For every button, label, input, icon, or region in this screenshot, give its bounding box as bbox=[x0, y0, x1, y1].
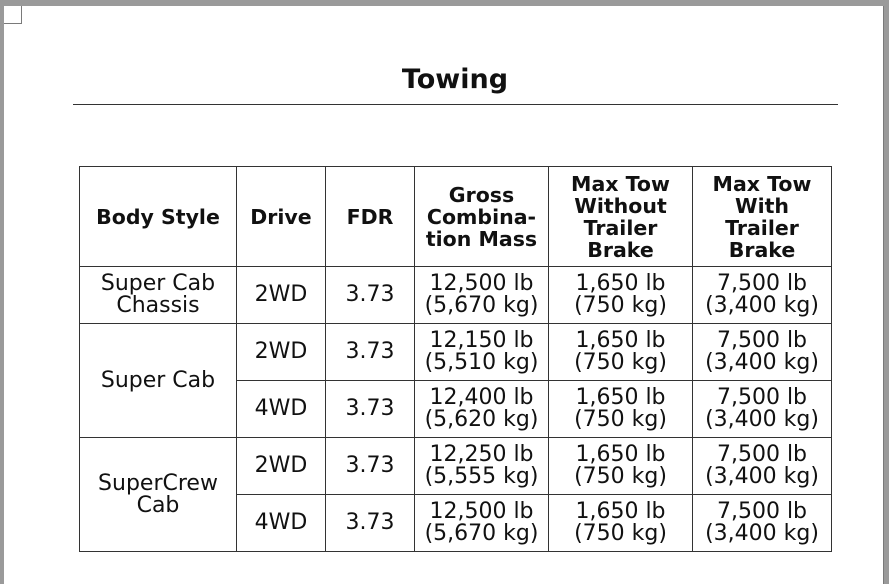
column-header-line: Without bbox=[574, 193, 667, 218]
table-row: 4WD 3.73 12,400 lb (5,620 kg) 1,650 lb (750 k… bbox=[80, 380, 832, 438]
max-tow-no-brake-cell: 1,650 lb (750 kg) bbox=[548, 323, 693, 381]
column-header-line: Max Tow bbox=[571, 171, 670, 196]
column-header-line: Max Tow bbox=[712, 171, 812, 196]
max-tow-with-brake-cell: 7,500 lb (3,400 kg) bbox=[692, 380, 832, 438]
max-tow-no-brake-cell-line: 1,650 lb bbox=[575, 385, 666, 410]
max-tow-with-brake-cell-line: 7,500 lb bbox=[716, 499, 808, 524]
drive-cell: 2WD bbox=[236, 437, 326, 495]
drive-cell: 4WD bbox=[236, 494, 326, 552]
column-header-line: FDR bbox=[346, 204, 394, 229]
column-header-line: Body Style bbox=[96, 204, 220, 229]
column-header-line: Drive bbox=[250, 204, 312, 229]
page-edge bbox=[883, 6, 884, 584]
body-style-cell: SuperCrew Cab bbox=[79, 437, 237, 552]
gcm-cell: 12,500 lb (5,670 kg) bbox=[414, 266, 549, 324]
column-header: Gross Combina-tion Mass bbox=[414, 166, 549, 267]
max-tow-no-brake-cell-line: (750 kg) bbox=[574, 293, 667, 318]
body-style-cell-line: Super Cab bbox=[100, 271, 216, 296]
max-tow-with-brake-cell-line: 7,500 lb bbox=[716, 328, 808, 353]
document-page: Towing Body Style Drive FDR Gross Combina-ti… bbox=[4, 6, 884, 584]
drive-cell: 2WD bbox=[236, 323, 326, 381]
max-tow-no-brake-cell-line: (750 kg) bbox=[574, 407, 667, 432]
body-style-cell: Super Cab bbox=[79, 323, 237, 438]
max-tow-with-brake-cell-line: 7,500 lb bbox=[716, 442, 808, 467]
max-tow-no-brake-cell: 1,650 lb (750 kg) bbox=[548, 437, 693, 495]
gcm-cell-line: 12,400 lb bbox=[429, 385, 534, 410]
column-header-line: tion Mass bbox=[425, 226, 538, 251]
column-header-line: With bbox=[734, 193, 790, 218]
gcm-cell-line: (5,620 kg) bbox=[424, 407, 539, 432]
max-tow-no-brake-cell-line: (750 kg) bbox=[574, 521, 667, 546]
gcm-cell: 12,250 lb (5,555 kg) bbox=[414, 437, 549, 495]
gcm-cell-line: (5,555 kg) bbox=[424, 464, 539, 489]
gcm-cell-line: (5,670 kg) bbox=[424, 521, 539, 546]
body-style-cell-line: Super Cab bbox=[100, 367, 216, 393]
title-rule bbox=[73, 104, 838, 105]
body-style-cell-line: SuperCrew bbox=[98, 470, 218, 496]
body-style-cell-line: Chassis bbox=[116, 293, 200, 318]
gcm-cell-line: 12,500 lb bbox=[429, 271, 534, 296]
table-row: Super Cab Chassis 2WD 3.73 12,500 lb (5,670 k… bbox=[79, 266, 832, 324]
column-header: Body Style bbox=[79, 166, 237, 267]
fdr-cell: 3.73 bbox=[325, 494, 415, 552]
fdr-cell: 3.73 bbox=[325, 380, 415, 438]
table-row: Super Cab 2WD 3.73 12,150 lb (5,510 kg) 1,650… bbox=[79, 323, 832, 438]
gcm-cell-line: 12,150 lb bbox=[429, 328, 534, 353]
gcm-cell: 12,400 lb (5,620 kg) bbox=[414, 380, 549, 438]
column-header-line: Trailer bbox=[583, 215, 658, 240]
page-corner-mark bbox=[4, 6, 22, 24]
column-header-line: Brake bbox=[728, 237, 796, 262]
column-header: Drive bbox=[236, 166, 326, 267]
column-header-line: Trailer bbox=[725, 215, 799, 240]
column-header: FDR bbox=[325, 166, 415, 267]
max-tow-no-brake-cell: 1,650 lb (750 kg) bbox=[548, 266, 693, 324]
page-title: Towing bbox=[401, 64, 509, 95]
max-tow-with-brake-cell-line: (3,400 kg) bbox=[705, 407, 819, 432]
gcm-cell-line: 12,250 lb bbox=[429, 442, 534, 467]
fdr-cell: 3.73 bbox=[325, 266, 415, 324]
max-tow-with-brake-cell-line: (3,400 kg) bbox=[705, 350, 819, 375]
table-body: Super Cab Chassis 2WD 3.73 12,500 lb (5,670 k… bbox=[79, 266, 832, 552]
gcm-cell: 12,500 lb (5,670 kg) bbox=[414, 494, 549, 552]
column-header-line: Combina- bbox=[426, 204, 537, 229]
max-tow-with-brake-cell-line: (3,400 kg) bbox=[705, 464, 819, 489]
table-row: SuperCrew Cab 2WD 3.73 12,250 lb (5,555 kg) 1,… bbox=[79, 437, 832, 552]
max-tow-no-brake-cell: 1,650 lb (750 kg) bbox=[548, 380, 693, 438]
drive-cell: 4WD bbox=[236, 380, 326, 438]
max-tow-with-brake-cell-line: (3,400 kg) bbox=[705, 521, 819, 546]
max-tow-with-brake-cell: 7,500 lb (3,400 kg) bbox=[692, 323, 832, 381]
max-tow-with-brake-cell: 7,500 lb (3,400 kg) bbox=[692, 266, 832, 324]
max-tow-with-brake-cell: 7,500 lb (3,400 kg) bbox=[692, 494, 832, 552]
gcm-cell: 12,150 lb (5,510 kg) bbox=[414, 323, 549, 381]
drive-cell: 2WD bbox=[236, 266, 326, 324]
column-header: Max Tow With Trailer Brake bbox=[692, 166, 832, 267]
column-header-line: Brake bbox=[587, 237, 654, 262]
max-tow-no-brake-cell: 1,650 lb (750 kg) bbox=[548, 494, 693, 552]
towing-table: Body Style Drive FDR Gross Combina-tion Mass… bbox=[79, 166, 832, 552]
max-tow-no-brake-cell-line: 1,650 lb bbox=[575, 499, 666, 524]
max-tow-no-brake-cell-line: (750 kg) bbox=[574, 464, 667, 489]
column-header-line: Gross bbox=[448, 182, 515, 207]
max-tow-no-brake-cell-line: 1,650 lb bbox=[575, 442, 666, 467]
body-style-cell-line: Cab bbox=[136, 492, 180, 518]
max-tow-with-brake-cell-line: 7,500 lb bbox=[716, 385, 808, 410]
max-tow-no-brake-cell-line: (750 kg) bbox=[574, 350, 667, 375]
gcm-cell-line: (5,510 kg) bbox=[424, 350, 539, 375]
table-row: 4WD 3.73 12,500 lb (5,670 kg) 1,650 lb (750 k… bbox=[80, 494, 832, 552]
max-tow-no-brake-cell-line: 1,650 lb bbox=[575, 271, 666, 296]
gcm-cell-line: 12,500 lb bbox=[429, 499, 534, 524]
max-tow-no-brake-cell-line: 1,650 lb bbox=[575, 328, 666, 353]
gcm-cell-line: (5,670 kg) bbox=[424, 293, 539, 318]
fdr-cell: 3.73 bbox=[325, 323, 415, 381]
max-tow-with-brake-cell: 7,500 lb (3,400 kg) bbox=[692, 437, 832, 495]
body-style-cell: Super Cab Chassis bbox=[79, 266, 237, 324]
max-tow-with-brake-cell-line: 7,500 lb bbox=[716, 271, 808, 296]
fdr-cell: 3.73 bbox=[325, 437, 415, 495]
max-tow-with-brake-cell-line: (3,400 kg) bbox=[705, 293, 819, 318]
table-header-row: Body Style Drive FDR Gross Combina-tion Mass… bbox=[79, 166, 832, 267]
column-header: Max Tow Without Trailer Brake bbox=[548, 166, 693, 267]
